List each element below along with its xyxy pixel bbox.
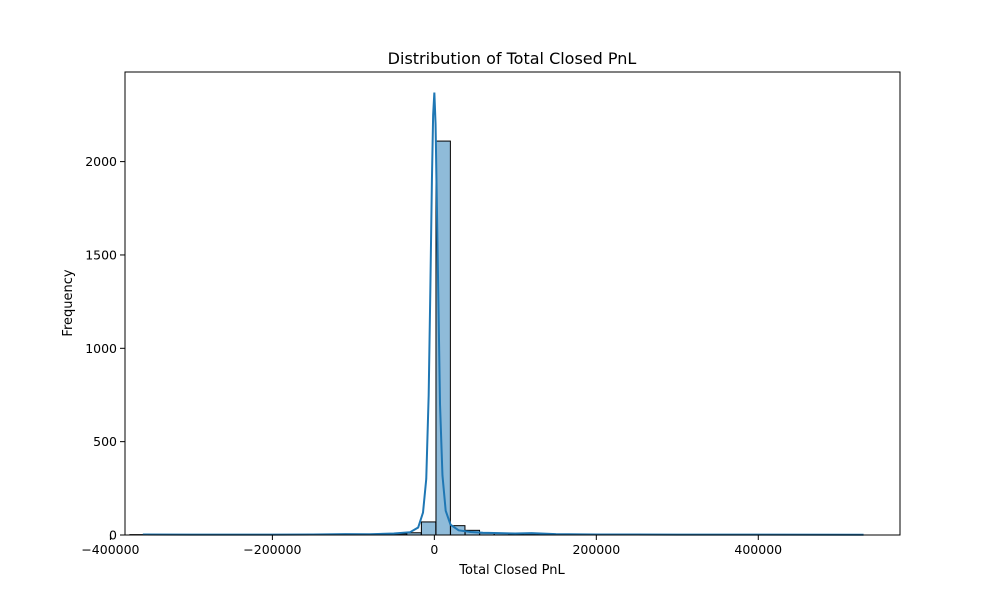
x-tick-label-0: −400000 — [81, 542, 139, 557]
histogram-bar-20 — [420, 521, 437, 536]
x-tick-label-1: −200000 — [243, 542, 301, 557]
plot-frame — [124, 71, 901, 536]
y-axis-label: Frequency — [61, 269, 76, 336]
chart-title: Distribution of Total Closed PnL — [388, 49, 637, 68]
y-axis-ticks: 0 500 1000 1500 2000 — [85, 154, 125, 543]
x-tick-label-4: 400000 — [734, 542, 782, 557]
y-tick-label-2: 1000 — [85, 341, 117, 356]
x-tick-label-3: 200000 — [572, 542, 620, 557]
kde-curve — [142, 92, 864, 536]
y-tick-label-1: 500 — [93, 434, 117, 449]
x-tick-label-2: 0 — [430, 542, 438, 557]
x-axis-label: Total Closed PnL — [458, 563, 565, 578]
y-tick-label-0: 0 — [109, 528, 117, 543]
y-tick-label-4: 2000 — [85, 154, 117, 169]
x-axis-ticks: −400000 −200000 0 200000 400000 — [81, 535, 782, 557]
y-tick-label-3: 1500 — [85, 247, 117, 262]
